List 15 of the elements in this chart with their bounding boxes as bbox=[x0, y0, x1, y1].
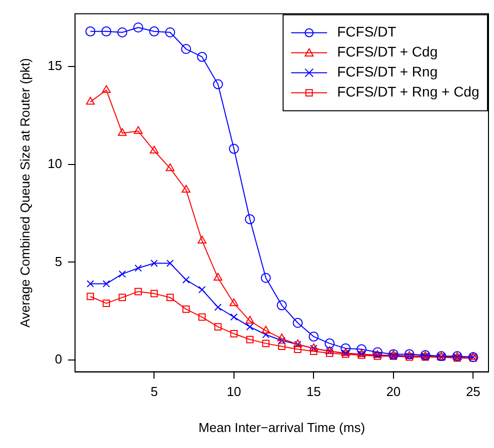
legend-label: FCFS/DT + Cdg bbox=[337, 44, 438, 60]
x-tick-label: 25 bbox=[466, 384, 480, 400]
y-tick-label: 15 bbox=[48, 58, 62, 74]
y-axis-title: Average Combined Queue Size at Router (pkt) bbox=[17, 58, 32, 328]
x-axis-title: Mean Inter−arrival Time (ms) bbox=[198, 420, 366, 435]
x-tick-label: 15 bbox=[306, 384, 321, 400]
x-tick-label: 5 bbox=[150, 384, 158, 400]
x-tick-label: 20 bbox=[386, 384, 401, 400]
legend-label: FCFS/DT + Rng + Cdg bbox=[337, 84, 480, 100]
legend-label: FCFS/DT + Rng bbox=[337, 64, 438, 80]
y-tick-label: 5 bbox=[54, 254, 62, 269]
y-tick-label: 0 bbox=[54, 352, 62, 367]
x-tick-label: 10 bbox=[226, 384, 242, 400]
legend-label: FCFS/DT bbox=[337, 24, 397, 40]
y-tick-label: 10 bbox=[48, 156, 62, 172]
